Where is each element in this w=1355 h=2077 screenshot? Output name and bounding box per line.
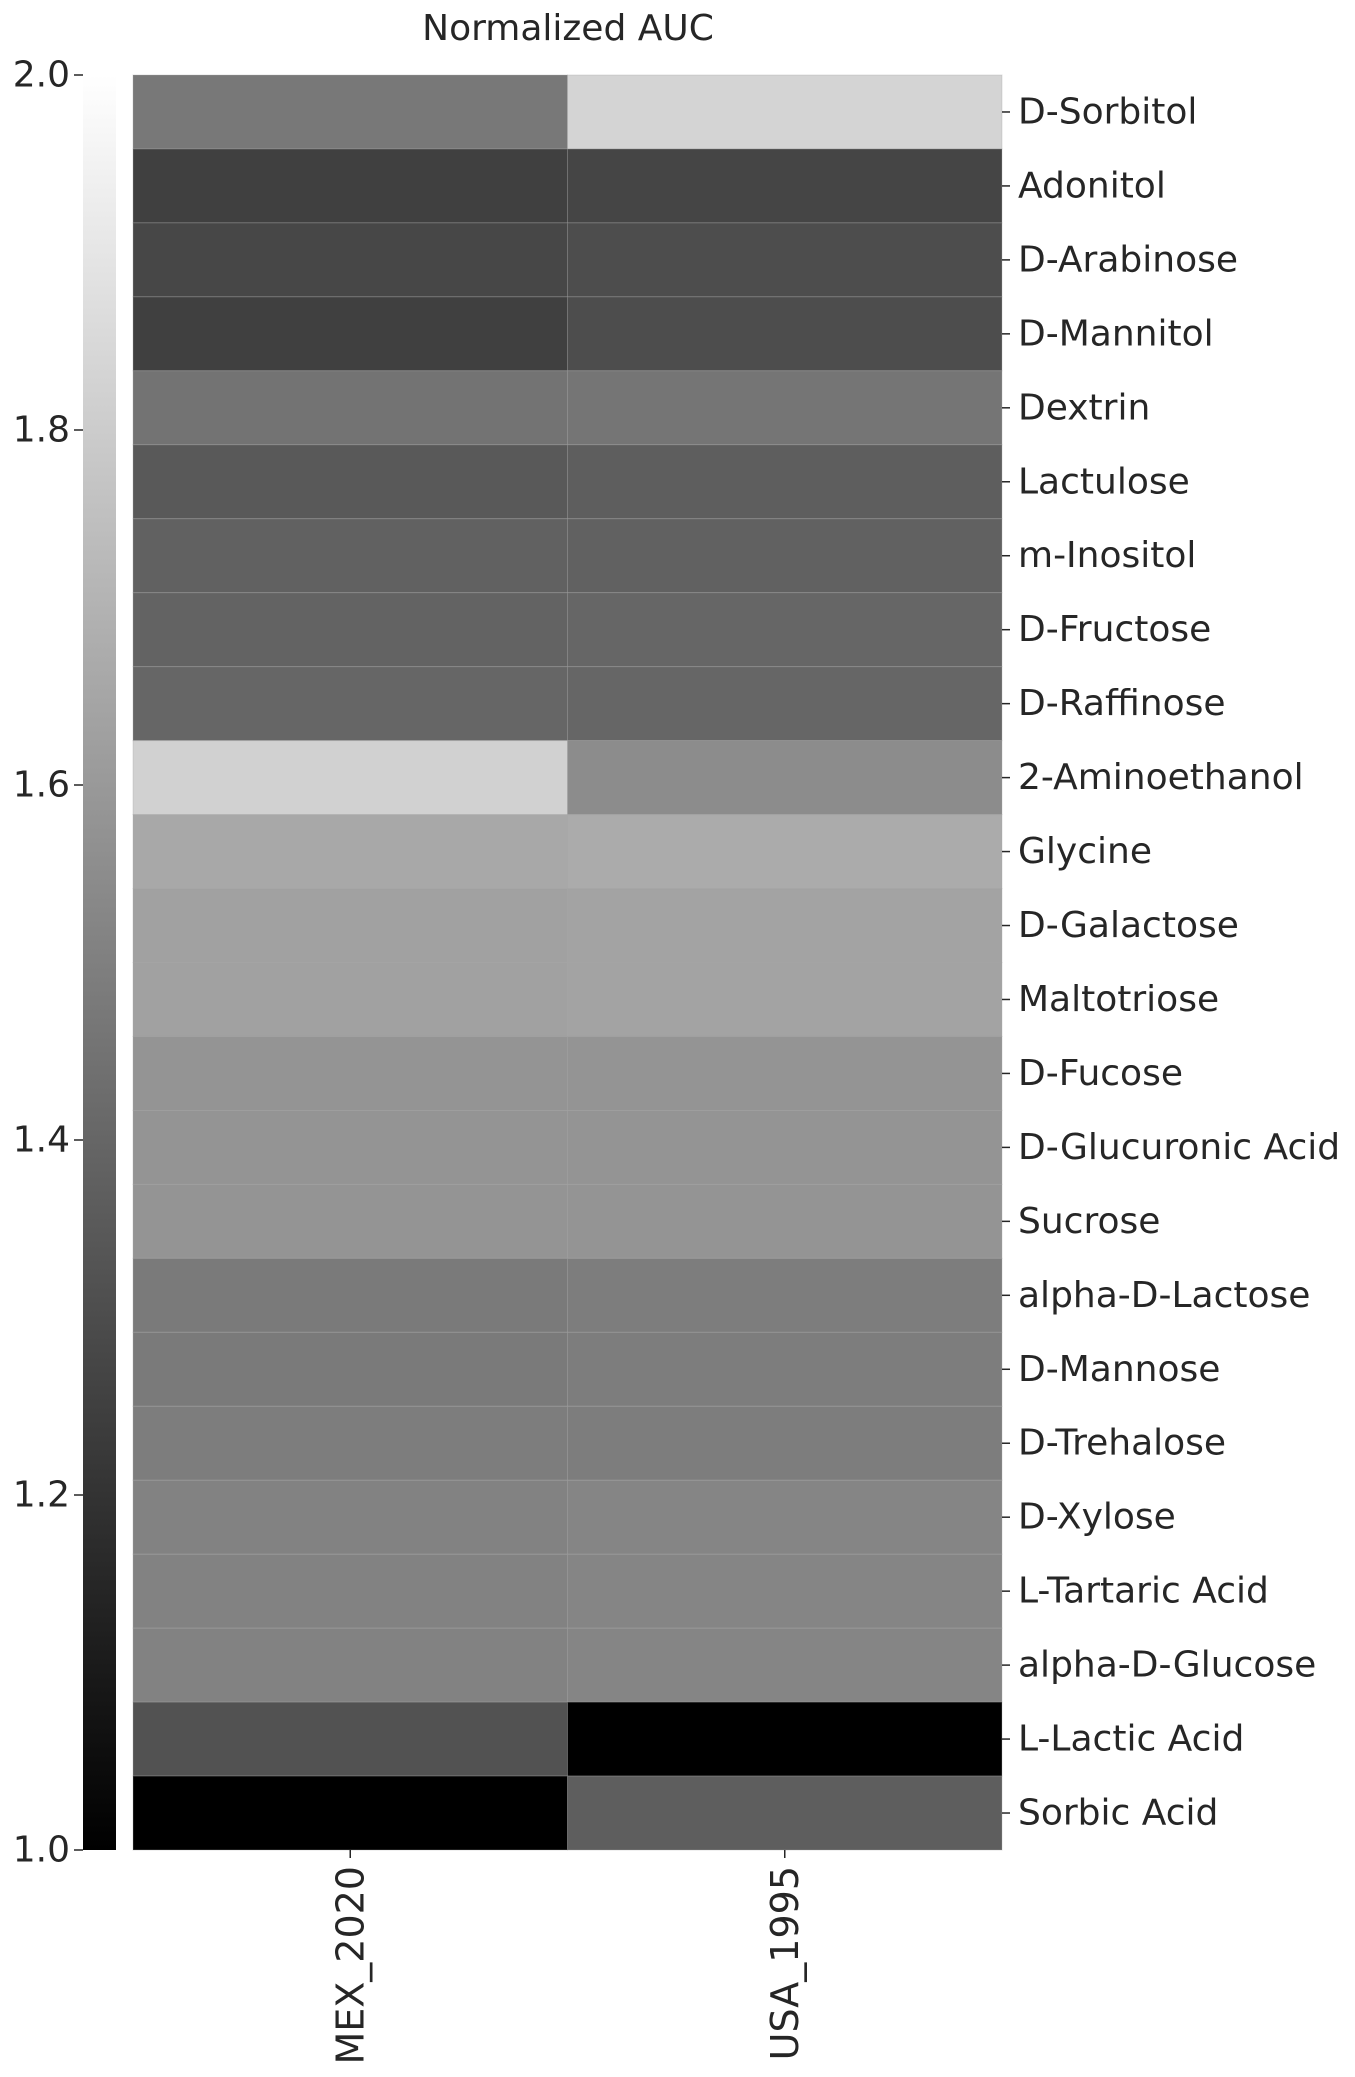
heatmap-cell xyxy=(567,222,1003,298)
row-label: alpha-D-Lactose xyxy=(1018,1275,1310,1316)
heatmap-cell xyxy=(132,962,568,1037)
colorbar-tick-label: 1.6 xyxy=(13,765,70,806)
row-labels: D-Sorbitol Adonitol D-Arabinose D-Mannitol D… xyxy=(1002,91,1340,1834)
heatmap-cell xyxy=(567,1405,1003,1481)
colorbar-ticks: 1.0 1.2 1.4 1.6 1.8 2.0 xyxy=(13,55,83,1871)
colorbar-title: Normalized AUC xyxy=(422,8,714,49)
heatmap-cell xyxy=(132,1775,568,1851)
heatmap-cell xyxy=(132,444,568,520)
row-label: Dextrin xyxy=(1018,387,1150,428)
colorbar-tick-label: 1.0 xyxy=(13,1830,70,1871)
heatmap-cell xyxy=(132,74,568,150)
heatmap-cell xyxy=(567,1627,1003,1703)
heatmap-cell xyxy=(132,1109,568,1185)
heatmap-cell xyxy=(567,148,1003,224)
heatmap-cell xyxy=(132,222,568,298)
heatmap-cell xyxy=(567,1257,1003,1333)
heatmap-cell xyxy=(132,1701,568,1777)
heatmap-cell xyxy=(567,1331,1003,1407)
heatmap-cell xyxy=(132,1627,568,1703)
colorbar-tick-label: 2.0 xyxy=(13,55,70,96)
column-label: USA_1995 xyxy=(763,1866,807,2060)
heatmap-cell xyxy=(132,1479,568,1555)
heatmap-cell xyxy=(567,1701,1003,1777)
heatmap-cell xyxy=(567,666,1003,742)
colorbar-tick-label: 1.8 xyxy=(13,410,70,451)
row-label: L-Tartaric Acid xyxy=(1018,1571,1269,1612)
heatmap-cell xyxy=(567,740,1003,816)
heatmap-cell xyxy=(132,148,568,224)
colorbar xyxy=(83,75,116,1850)
heatmap-cell xyxy=(567,814,1003,890)
heatmap-cell xyxy=(132,370,568,446)
row-label: Adonitol xyxy=(1018,165,1166,206)
row-label: Lactulose xyxy=(1018,461,1190,502)
heatmap-cell xyxy=(132,518,568,594)
row-label: D-Mannose xyxy=(1018,1349,1220,1390)
heatmap-cell xyxy=(567,1109,1003,1185)
column-label: MEX_2020 xyxy=(328,1866,372,2065)
heatmap-cell xyxy=(132,1035,568,1111)
row-label: D-Xylose xyxy=(1018,1497,1176,1538)
row-label: Sorbic Acid xyxy=(1018,1793,1218,1834)
heatmap-cell xyxy=(567,296,1003,372)
heatmap-cell xyxy=(132,1257,568,1333)
heatmap-cell xyxy=(567,518,1003,594)
heatmap-cell xyxy=(132,1331,568,1407)
row-label: D-Fucose xyxy=(1018,1053,1183,1094)
heatmap-cell xyxy=(132,888,568,964)
heatmap-cell xyxy=(132,666,568,742)
row-label: D-Fructose xyxy=(1018,609,1211,650)
row-label: Maltotriose xyxy=(1018,979,1219,1020)
heatmap-cell xyxy=(132,296,568,372)
heatmap-cell xyxy=(132,740,568,816)
row-label: alpha-D-Glucose xyxy=(1018,1645,1316,1686)
colorbar-tick-label: 1.4 xyxy=(13,1120,70,1161)
heatmap-cell xyxy=(567,962,1003,1037)
heatmap-cell xyxy=(567,74,1003,150)
row-label: Sucrose xyxy=(1018,1201,1160,1242)
heatmap-cell xyxy=(567,370,1003,446)
heatmap-cell xyxy=(132,1553,568,1629)
row-label: D-Sorbitol xyxy=(1018,91,1197,132)
row-label: D-Galactose xyxy=(1018,905,1239,946)
row-label: D-Trehalose xyxy=(1018,1423,1226,1464)
row-label: Glycine xyxy=(1018,831,1152,872)
heatmap-cell xyxy=(132,1183,568,1259)
row-label: 2-Aminoethanol xyxy=(1018,757,1304,798)
row-label: D-Glucuronic Acid xyxy=(1018,1127,1340,1168)
row-label: m-Inositol xyxy=(1018,535,1196,576)
heatmap-cell xyxy=(567,888,1003,964)
column-labels: MEX_2020 USA_1995 xyxy=(328,1850,807,2065)
heatmap-cell xyxy=(567,1479,1003,1555)
row-label: D-Arabinose xyxy=(1018,239,1238,280)
heatmap-cell xyxy=(567,1183,1003,1259)
heatmap-cell xyxy=(567,1035,1003,1111)
heatmap-cell xyxy=(567,1775,1003,1851)
colorbar-tick-label: 1.2 xyxy=(13,1475,70,1516)
heatmap-cell xyxy=(132,1405,568,1481)
heatmap-cells xyxy=(132,74,1003,1851)
row-label: D-Mannitol xyxy=(1018,313,1214,354)
row-label: L-Lactic Acid xyxy=(1018,1719,1244,1760)
heatmap-cell xyxy=(132,814,568,890)
heatmap-cell xyxy=(567,1553,1003,1629)
heatmap-cell xyxy=(567,592,1003,668)
heatmap-cell xyxy=(132,592,568,668)
heatmap-cell xyxy=(567,444,1003,520)
row-label: D-Raffinose xyxy=(1018,683,1226,724)
